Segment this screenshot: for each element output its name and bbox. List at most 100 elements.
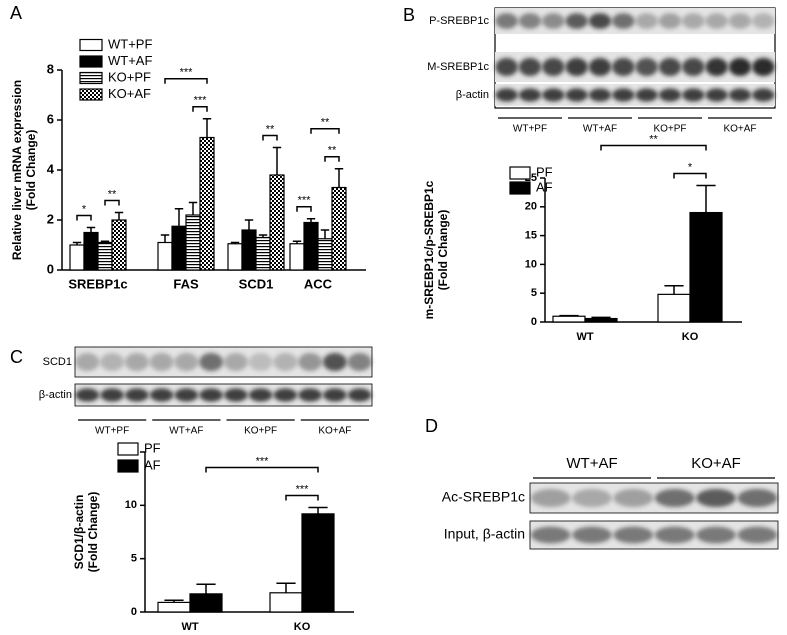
blot-band [728, 13, 752, 29]
bar [303, 221, 319, 271]
error-bar [160, 234, 170, 243]
blot-strip [529, 482, 779, 514]
significance-bracket [600, 144, 707, 151]
group-label: KO+PF [653, 124, 686, 135]
error-bar [308, 506, 328, 514]
bar [185, 214, 201, 271]
bar [111, 219, 127, 271]
blot-band [588, 13, 612, 29]
blot-band [635, 58, 658, 76]
blot-band [565, 58, 588, 76]
group-label: KO+AF [318, 426, 351, 437]
blot-band [752, 13, 775, 29]
group-label: WT+AF [583, 124, 617, 135]
significance-bracket [76, 214, 92, 221]
bar [552, 315, 586, 323]
error-bar [244, 219, 254, 230]
blot-band [124, 353, 149, 371]
y-tick-label: 10 [525, 258, 537, 270]
blot-band [298, 388, 323, 402]
significance-label: ** [328, 145, 337, 157]
blot-band [223, 353, 248, 371]
blot-row-label: β-actin [456, 89, 489, 101]
blot-band [588, 58, 612, 76]
error-bar [559, 314, 579, 317]
bar [289, 243, 305, 271]
legend-swatch [79, 88, 103, 101]
blot-band [658, 88, 682, 102]
blot-strip [495, 8, 775, 34]
bar [269, 592, 303, 613]
legend-label: KO+AF [108, 86, 151, 101]
significance-bracket [285, 494, 319, 501]
error-bar [230, 241, 240, 244]
error-bar [174, 208, 184, 227]
group-label: WT+PF [95, 426, 129, 437]
blot-band [728, 88, 752, 102]
blot-band [612, 88, 635, 102]
blot-strip [74, 346, 373, 378]
significance-bracket [192, 106, 208, 112]
blot-band [612, 58, 635, 76]
blot-band [635, 13, 658, 29]
y-axis-label: m-SREBP1c/p-SREBP1c [422, 180, 436, 319]
legend-label: AF [536, 179, 553, 194]
blot-band [737, 489, 778, 507]
blot-band [273, 388, 298, 402]
blot-row-label: β-actin [39, 389, 72, 401]
group-label: WT+AF [169, 426, 203, 437]
blot-band [705, 88, 728, 102]
significance-bracket [205, 466, 319, 473]
y-axis-label: (Fold Change) [436, 210, 450, 291]
blot-band [565, 88, 588, 102]
significance-label: ** [108, 188, 117, 200]
bar [255, 236, 271, 271]
bar [83, 231, 99, 271]
blot-band [149, 353, 174, 371]
significance-bracket [324, 156, 340, 162]
y-tick-label: 8 [47, 61, 54, 76]
error-bar [272, 146, 282, 175]
error-bar [202, 118, 212, 138]
legend-label: KO+PF [108, 69, 151, 84]
blot-band [223, 388, 248, 402]
significance-label: *** [180, 67, 194, 79]
y-tick-label: 4 [47, 161, 55, 176]
blot-band [530, 489, 571, 507]
blot-band [572, 526, 612, 544]
x-tick-label: WT [576, 331, 593, 343]
y-tick-label: 5 [531, 287, 537, 299]
bar [584, 317, 618, 323]
x-tick-label: FAS [173, 276, 199, 291]
error-bar [591, 316, 611, 319]
blot-band [298, 353, 323, 371]
blot-band [174, 388, 199, 402]
group-label: KO+PF [244, 426, 277, 437]
blot-band [705, 13, 728, 29]
group-label: WT+AF [566, 455, 617, 472]
error-bar [276, 582, 296, 593]
blot-band [495, 58, 518, 76]
blot-row-label: P-SREBP1c [429, 15, 489, 27]
error-bar [86, 226, 96, 233]
error-bar [164, 599, 184, 603]
group-label: KO+AF [723, 124, 756, 135]
blot-band [174, 353, 199, 371]
blot-band [588, 88, 612, 102]
blot-band [752, 88, 775, 102]
y-axis-label: (Fold Change) [24, 130, 38, 211]
blot-row-label: Ac-SREBP1c [442, 489, 525, 505]
legend-label: WT+AF [108, 53, 152, 68]
x-tick-label: SREBP1c [68, 276, 127, 291]
significance-label: * [82, 203, 87, 215]
blot-band [752, 58, 775, 76]
legend-swatch [509, 181, 531, 195]
blot-band [572, 489, 612, 507]
bar [157, 601, 191, 613]
blot-band [199, 388, 224, 402]
error-bar [320, 229, 330, 239]
significance-label: *** [194, 95, 208, 107]
blot-band [199, 353, 224, 371]
significance-label: *** [298, 195, 312, 207]
